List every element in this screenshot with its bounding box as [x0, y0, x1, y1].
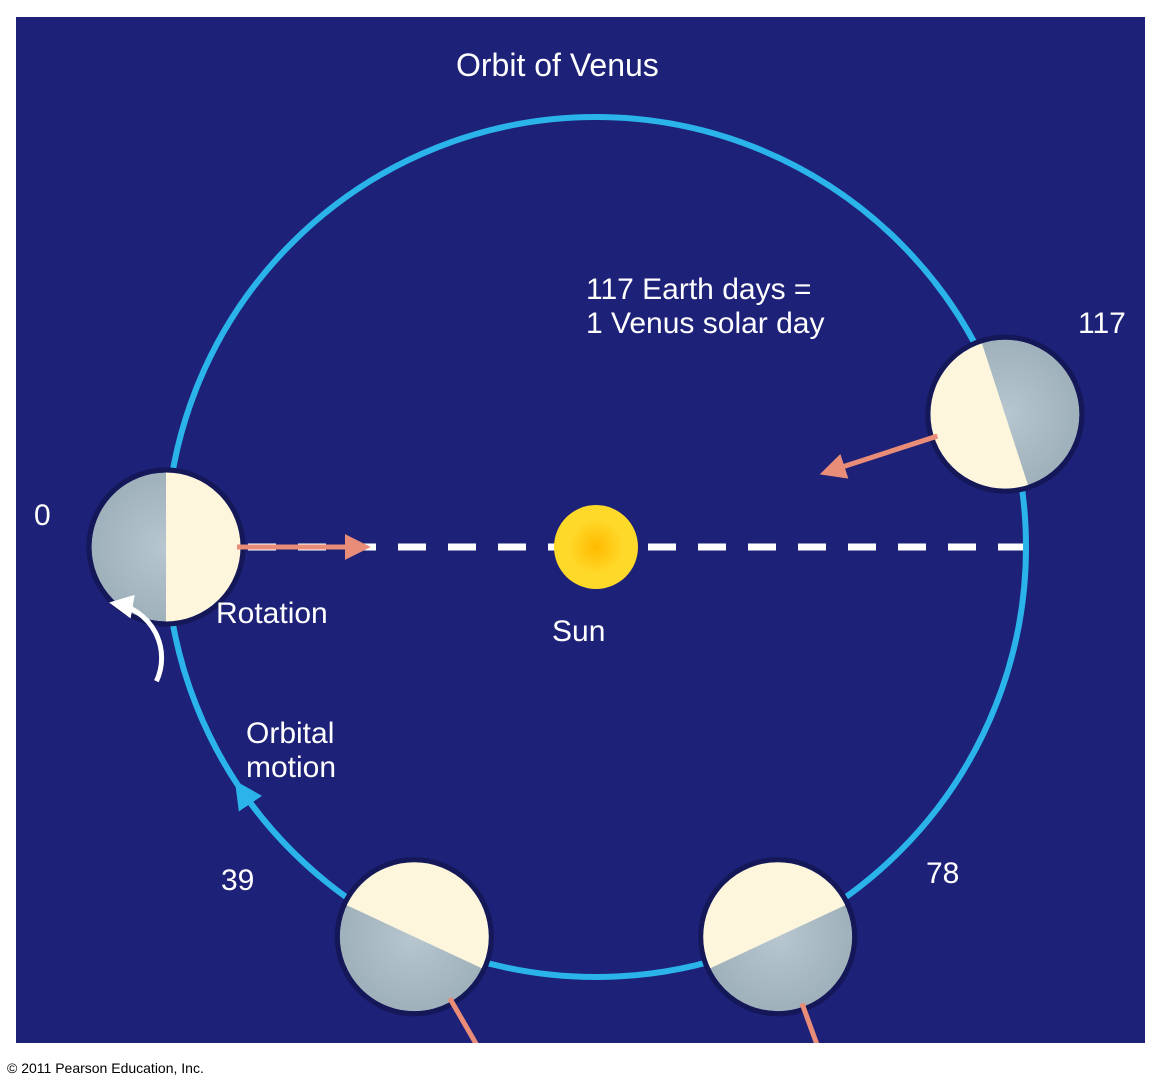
day-label-78: 78	[926, 857, 959, 891]
day-label-117: 117	[1078, 307, 1126, 341]
diagram-panel: Orbit of Venus 117 Earth days = 1 Venus s…	[16, 17, 1145, 1043]
day-label-0: 0	[34, 499, 51, 533]
diagram-svg	[16, 17, 1145, 1043]
orbital-motion-label: Orbital motion	[246, 717, 336, 785]
copyright-text: © 2011 Pearson Education, Inc.	[7, 1060, 204, 1076]
figure: Orbit of Venus 117 Earth days = 1 Venus s…	[0, 0, 1161, 1080]
title-label: Orbit of Venus	[456, 47, 659, 84]
rotation-label: Rotation	[216, 597, 328, 631]
sun-label: Sun	[552, 615, 605, 649]
solar-day-fact-label: 117 Earth days = 1 Venus solar day	[586, 273, 825, 341]
day-label-39: 39	[221, 864, 254, 898]
